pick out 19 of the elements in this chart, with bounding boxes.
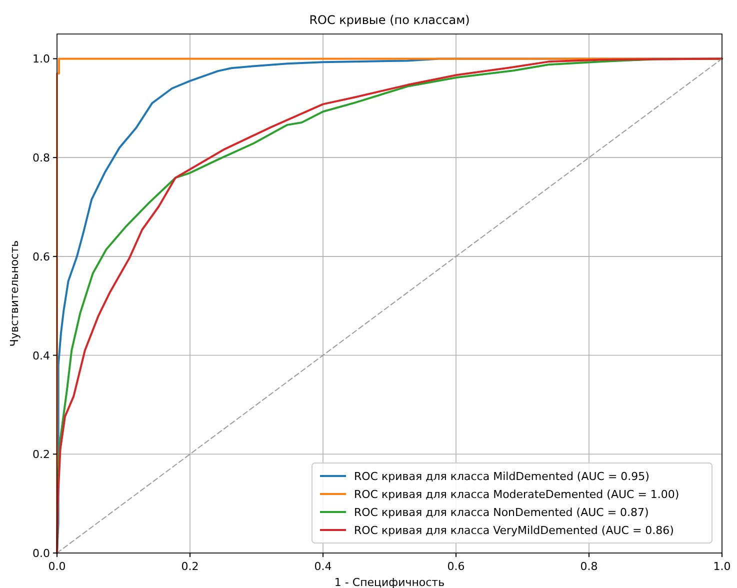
x-tick-label: 0.0 [48,560,66,573]
y-axis-title: Чувствительность [8,240,21,347]
legend-label: ROC кривая для класса NonDemented (AUC = 0.87) [354,506,649,519]
x-tick-label: 0.2 [181,560,199,573]
x-tick-label: 0.6 [447,560,465,573]
y-tick-label: 1.0 [32,52,50,66]
y-tick-label: 0.4 [32,349,50,362]
chart-title: ROC кривые (по классам) [309,13,470,27]
y-tick-label: 0.8 [32,152,50,165]
x-tick-label: 0.4 [314,560,332,573]
x-tick-label: 1.0 [713,560,731,573]
legend-label: ROC кривая для класса VeryMildDemented (AUC = 0.86) [354,524,674,537]
legend-label: ROC кривая для класса MildDemented (AUC = 0.95) [354,470,650,483]
y-tick-label: 0.0 [32,547,50,560]
y-tick-label: 0.2 [32,448,50,462]
y-tick-label: 0.6 [32,250,50,264]
x-axis-title: 1 - Специфичность [334,576,445,588]
legend-label: ROC кривая для класса ModerateDemented (AUC = 1.00) [354,488,680,501]
x-tick-label: 0.8 [580,560,598,573]
